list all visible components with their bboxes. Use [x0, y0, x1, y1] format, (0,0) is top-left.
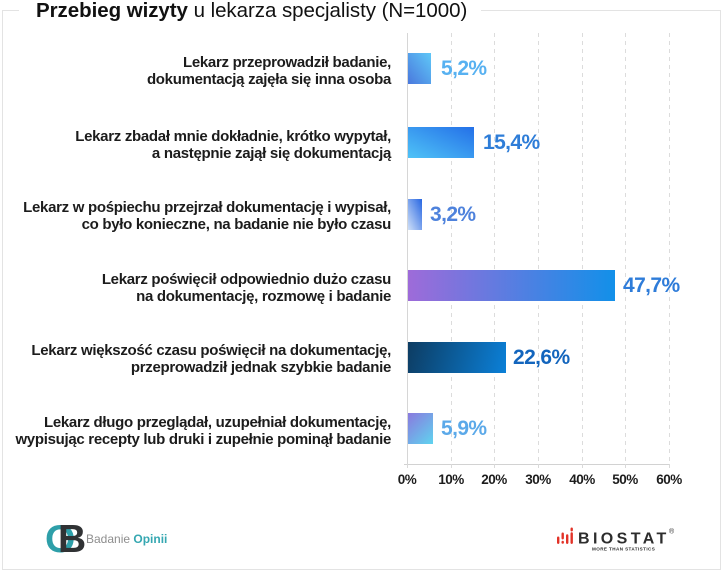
svg-text:BIOSTAT: BIOSTAT: [578, 531, 670, 548]
svg-text:®: ®: [669, 528, 675, 536]
svg-text:MORE THAN STATISTICS: MORE THAN STATISTICS: [592, 547, 655, 552]
